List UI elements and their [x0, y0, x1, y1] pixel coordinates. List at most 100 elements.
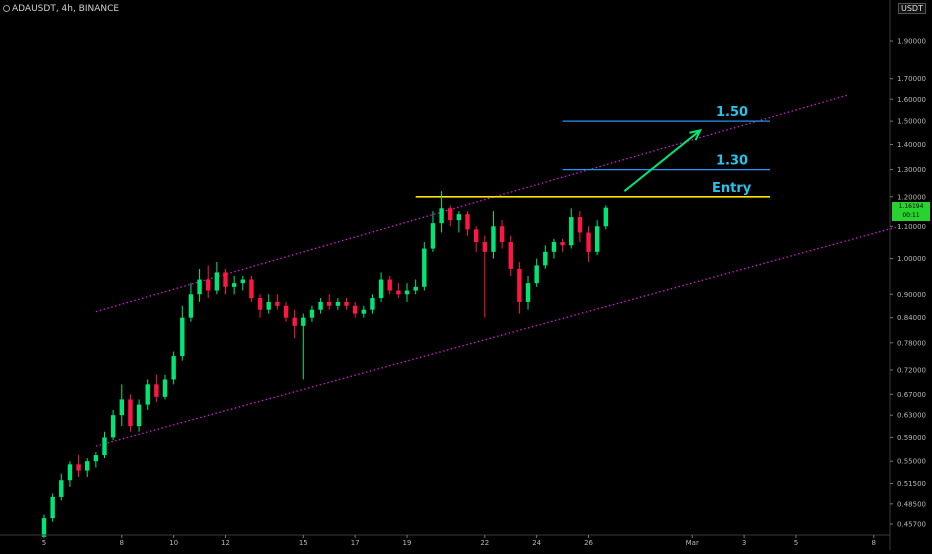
candle-body [482, 242, 488, 252]
price-tick-label: 1.90000 [897, 38, 926, 46]
price-tick-label: 1.30000 [897, 166, 926, 174]
candle-body [76, 464, 81, 471]
candle-up [85, 458, 90, 477]
candle-up [180, 305, 185, 361]
candle-body [499, 226, 505, 243]
candle-up [162, 374, 168, 400]
price-tick-label: 1.10000 [897, 223, 926, 231]
price-tick-label: 1.60000 [897, 96, 926, 104]
candle-up [335, 298, 341, 310]
candle-down [206, 265, 211, 299]
candle-down [275, 294, 280, 310]
level-labels: Entry 1.30 1.50 [712, 105, 752, 196]
price-tick-label: 1.70000 [897, 75, 926, 83]
candle-down [76, 455, 81, 477]
candle-up [439, 191, 444, 233]
candle-up [171, 351, 176, 385]
candle-down [508, 235, 513, 276]
time-tick-label: 19 [403, 539, 412, 547]
candle-body [569, 217, 574, 246]
candle-up [370, 294, 375, 314]
candle-down [387, 275, 392, 295]
price-tick-label: 0.51500 [897, 480, 926, 488]
time-tick-label: 5 [42, 539, 46, 547]
price-tick-label: 0.45700 [897, 521, 926, 529]
currency-selector[interactable]: USDT [898, 3, 926, 14]
arrow-head [689, 128, 703, 141]
candle-up [378, 272, 384, 302]
candle-body [543, 251, 548, 266]
candle-body [162, 379, 168, 397]
candle-down [482, 235, 488, 318]
candle-body [439, 208, 444, 224]
time-tick-label: 15 [299, 539, 308, 547]
candle-body [309, 309, 315, 318]
candle-body [231, 283, 237, 287]
candle-body [59, 480, 64, 497]
candle-up [456, 211, 462, 233]
candle-body [448, 208, 453, 221]
symbol-header: ADAUSDT, 4h, BINANCE [3, 4, 119, 14]
candle-body [335, 301, 341, 306]
candle-body [456, 214, 462, 221]
price-tick-label: 1.40000 [897, 141, 926, 149]
candle-body [318, 301, 323, 310]
price-tick-label: 0.84000 [897, 314, 926, 322]
trend-channel [95, 94, 900, 447]
candle-body [110, 415, 116, 438]
candle-body [396, 290, 401, 295]
candle-up [110, 409, 116, 441]
time-tick-label: 22 [480, 539, 489, 547]
price-tick-label: 0.78000 [897, 339, 926, 347]
candle-down [517, 261, 522, 314]
candle-down [249, 275, 254, 302]
channel-upper-line [95, 94, 849, 313]
candle-up [309, 305, 315, 322]
candle-body [240, 279, 245, 284]
candle-up [214, 261, 220, 295]
candle-down [292, 309, 297, 339]
time-tick-label: 8 [872, 539, 876, 547]
time-tick-label: 17 [351, 539, 360, 547]
candle-up [430, 211, 436, 252]
time-tick-label: Mar [686, 539, 699, 547]
candle-up [119, 384, 124, 427]
candle-body [422, 248, 427, 287]
candle-down [499, 220, 505, 249]
candle-body [50, 496, 55, 519]
candle-body [85, 461, 90, 471]
candle-up [422, 242, 427, 291]
price-tick-label: 0.63000 [897, 412, 926, 420]
candle-body [197, 279, 202, 295]
price-axis: 1.90000 1.70000 1.60000 1.50000 1.40000 1.300… [889, 0, 926, 550]
candle-up [240, 275, 245, 291]
candle-up [197, 268, 202, 302]
candle-body [41, 518, 47, 537]
candle-body [188, 294, 194, 318]
candle-body [136, 404, 142, 427]
price-tick-label: 0.48500 [897, 500, 926, 508]
target-level-label: 1.50 [716, 105, 748, 120]
candle-body [67, 464, 73, 481]
time-tick-label: 26 [584, 539, 593, 547]
candle-up [603, 205, 609, 230]
candle-up [404, 283, 410, 302]
candle-down [352, 301, 358, 318]
last-price-badge: 1.16194 00:11 [892, 202, 930, 221]
candle-down [327, 294, 332, 310]
time-tick-label: 8 [120, 539, 124, 547]
candle-up [569, 208, 574, 249]
candle-up [50, 493, 55, 522]
candle-body [525, 283, 531, 302]
time-tick-label: 12 [221, 539, 230, 547]
time-tick-label: 5 [794, 539, 798, 547]
candle-down [577, 211, 583, 243]
candle-body [517, 268, 522, 302]
candle-down [154, 374, 159, 402]
candle-body [586, 232, 591, 252]
candle-body [102, 437, 107, 456]
candle-body [378, 279, 384, 299]
price-tick-label: 0.67000 [897, 391, 926, 399]
